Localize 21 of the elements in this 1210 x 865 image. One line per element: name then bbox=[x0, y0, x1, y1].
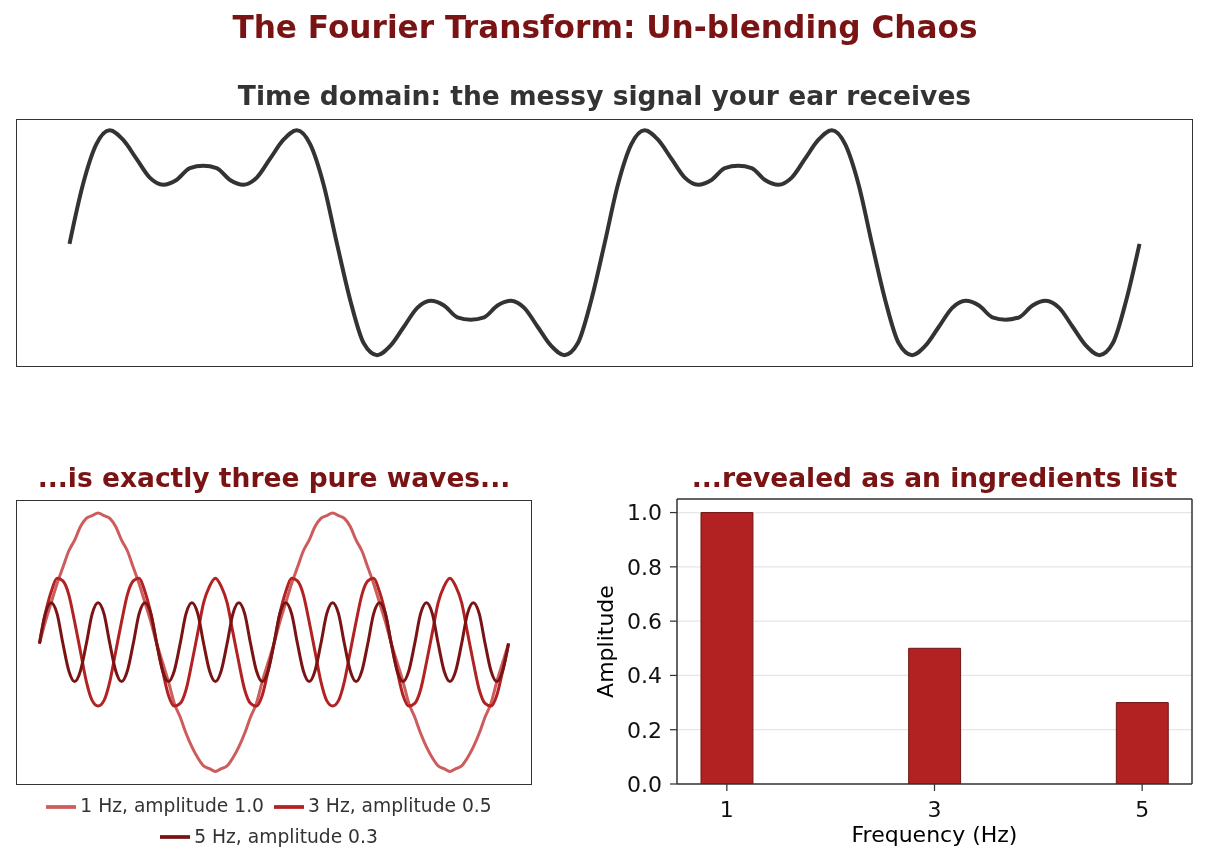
chart-title: ...is exactly three pure waves... bbox=[36, 462, 512, 494]
x-tick-label: 1 bbox=[719, 796, 734, 822]
bar bbox=[700, 512, 754, 784]
y-tick-label: 0.4 bbox=[627, 663, 662, 689]
bar bbox=[1115, 702, 1169, 784]
y-axis-title: Amplitude bbox=[592, 585, 618, 698]
y-tick-label: 0.8 bbox=[627, 554, 662, 580]
legend-label: 5 Hz, amplitude 0.3 bbox=[194, 825, 378, 847]
bar bbox=[908, 647, 962, 784]
chart-title: ...revealed as an ingredients list bbox=[690, 462, 1179, 494]
y-tick-label: 0.0 bbox=[627, 771, 662, 797]
y-tick-label: 0.6 bbox=[627, 608, 662, 634]
chart-subtitle: Time domain: the messy signal your ear receives bbox=[236, 80, 973, 112]
y-tick-label: 0.2 bbox=[627, 717, 662, 743]
x-tick-label: 3 bbox=[927, 796, 942, 822]
legend-label: 3 Hz, amplitude 0.5 bbox=[308, 795, 492, 816]
x-tick-label: 5 bbox=[1135, 796, 1150, 822]
y-tick-label: 1.0 bbox=[627, 500, 662, 526]
x-axis-title: Frequency (Hz) bbox=[851, 822, 1018, 847]
chart-title: The Fourier Transform: Un-blending Chaos bbox=[231, 9, 979, 47]
legend-label: 1 Hz, amplitude 1.0 bbox=[80, 795, 264, 816]
